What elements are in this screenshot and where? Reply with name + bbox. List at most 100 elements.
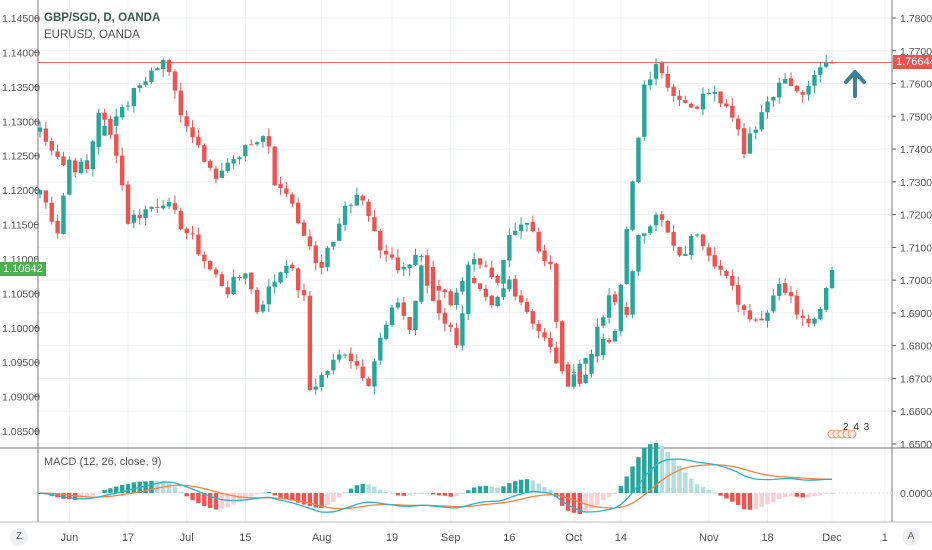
eurusd-candle bbox=[366, 376, 371, 387]
macd-histogram-bar bbox=[372, 486, 377, 493]
eurusd-candle bbox=[331, 353, 336, 375]
gbpsgd-candle bbox=[401, 262, 406, 277]
eurusd-candle bbox=[554, 341, 559, 365]
candle-body bbox=[753, 129, 758, 133]
eurusd-candle bbox=[630, 270, 635, 319]
gbpsgd-candle bbox=[319, 254, 324, 275]
legend-main-symbol[interactable]: GBP/SGD, D, OANDA bbox=[44, 12, 161, 24]
macd-histogram-bar bbox=[800, 493, 805, 498]
right-y-tick-label: 1.75000 bbox=[900, 111, 932, 123]
candle-body bbox=[43, 128, 49, 142]
eurusd-candle bbox=[601, 315, 606, 329]
right-y-tick-label: 1.67000 bbox=[900, 373, 932, 385]
candle-body bbox=[683, 99, 688, 103]
candle-body bbox=[800, 92, 805, 95]
macd-histogram-bar bbox=[618, 486, 624, 493]
candle-body bbox=[706, 247, 712, 256]
candle-body bbox=[448, 291, 453, 306]
gbpsgd-candle bbox=[67, 156, 72, 168]
macd-legend[interactable]: MACD (12, 26, close, 9) bbox=[44, 456, 162, 468]
candle-body bbox=[454, 328, 459, 346]
gbpsgd-candle bbox=[659, 60, 665, 79]
candle-body bbox=[102, 125, 107, 136]
candle-body bbox=[636, 235, 641, 272]
candle-body bbox=[260, 304, 266, 312]
gbpsgd-candle bbox=[624, 226, 629, 285]
eurusd-candle bbox=[689, 233, 694, 260]
candle-body bbox=[589, 353, 594, 374]
gbpsgd-candle bbox=[794, 84, 800, 94]
auto-scale-button[interactable]: A bbox=[902, 528, 920, 546]
gbpsgd-candle bbox=[172, 69, 178, 99]
candle-body bbox=[565, 370, 571, 372]
eurusd-candle bbox=[184, 226, 189, 240]
eurusd-candle bbox=[671, 224, 676, 252]
candle-body bbox=[96, 113, 101, 141]
right-y-tick-label: 1.65000 bbox=[900, 439, 932, 451]
candle-body bbox=[243, 273, 248, 279]
eurusd-candle bbox=[642, 233, 647, 244]
gbpsgd-candle bbox=[577, 367, 582, 387]
candle-body bbox=[460, 313, 465, 346]
candle-body bbox=[524, 222, 530, 225]
candle-body bbox=[489, 295, 494, 306]
legend-compare-symbol[interactable]: EURUSD, OANDA bbox=[44, 29, 140, 41]
candle-body bbox=[207, 260, 213, 270]
gbpsgd-candle bbox=[747, 126, 753, 154]
eurusd-candle bbox=[624, 302, 629, 318]
gbpsgd-candle bbox=[219, 162, 225, 178]
eurusd-candle bbox=[706, 242, 712, 262]
eurusd-candle bbox=[636, 234, 641, 276]
candle-body bbox=[671, 86, 676, 96]
gbpsgd-candle bbox=[425, 249, 430, 271]
macd-histogram-bar bbox=[90, 493, 96, 496]
candle-body bbox=[331, 359, 336, 371]
candle-body bbox=[782, 79, 788, 84]
right-y-tick-label: 1.74000 bbox=[900, 144, 932, 156]
eurusd-candle bbox=[114, 127, 119, 164]
macd-histogram-bar bbox=[513, 481, 518, 493]
macd-histogram-bar bbox=[806, 493, 811, 498]
candle-body bbox=[102, 112, 107, 120]
candle-body bbox=[348, 353, 354, 362]
macd-histogram-bar bbox=[501, 486, 506, 493]
candle-body bbox=[37, 190, 43, 195]
events-badge[interactable]: 2 4 3 bbox=[843, 422, 871, 433]
eurusd-candle bbox=[295, 267, 301, 298]
candle-body bbox=[618, 285, 624, 332]
eurusd-candle bbox=[794, 289, 800, 320]
candle-body bbox=[272, 146, 277, 186]
right-y-tick-label: 1.76000 bbox=[900, 79, 932, 91]
macd-histogram-bar bbox=[301, 493, 307, 505]
compare-price-label: 1.10842 bbox=[0, 262, 46, 276]
macd-histogram-bar bbox=[407, 493, 412, 496]
candle-body bbox=[829, 269, 835, 289]
candle-body bbox=[630, 271, 635, 315]
macd-histogram-bar bbox=[518, 479, 524, 493]
gbpsgd-candle bbox=[178, 82, 184, 123]
candle-body bbox=[718, 265, 723, 270]
candle-body bbox=[360, 195, 365, 201]
candle-body bbox=[730, 275, 735, 286]
eurusd-candle bbox=[301, 283, 307, 302]
eurusd-candle bbox=[260, 300, 266, 314]
gbpsgd-candle bbox=[442, 288, 448, 298]
macd-histogram-bar bbox=[272, 493, 277, 496]
timezone-button[interactable]: Z bbox=[10, 528, 28, 546]
candle-body bbox=[61, 195, 66, 234]
eurusd-candle bbox=[383, 321, 389, 341]
eurusd-candle bbox=[483, 284, 489, 302]
gbpsgd-candle bbox=[114, 108, 119, 133]
candle-body bbox=[442, 289, 448, 292]
gbpsgd-candle bbox=[471, 252, 477, 272]
gbpsgd-candle bbox=[782, 73, 788, 84]
gbpsgd-candle bbox=[237, 155, 242, 165]
candle-body bbox=[166, 60, 172, 72]
macd-histogram-bar bbox=[530, 480, 536, 493]
candle-body bbox=[689, 103, 694, 108]
macd-histogram-bar bbox=[589, 493, 594, 509]
eurusd-candle bbox=[243, 272, 248, 285]
events-icon[interactable] bbox=[827, 429, 857, 439]
gbpsgd-candle bbox=[542, 244, 547, 267]
